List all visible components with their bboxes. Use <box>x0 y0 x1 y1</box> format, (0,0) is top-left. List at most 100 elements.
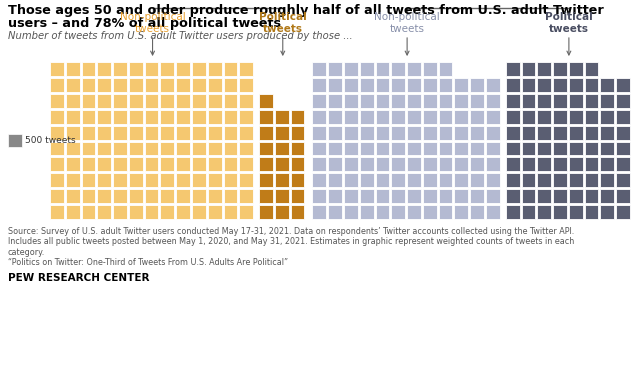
Bar <box>208 62 221 76</box>
Bar <box>423 62 436 76</box>
Bar <box>275 141 289 155</box>
Bar <box>176 173 190 187</box>
Bar <box>145 110 159 124</box>
Bar <box>407 110 421 124</box>
Bar <box>438 189 452 203</box>
Bar <box>470 126 484 139</box>
Bar <box>600 189 614 203</box>
Bar <box>129 78 143 92</box>
Bar <box>50 126 64 139</box>
Bar <box>506 189 520 203</box>
Bar <box>161 94 174 108</box>
Bar <box>454 78 468 92</box>
Bar <box>176 110 190 124</box>
Text: Those ages 50 and older produce roughly half of all tweets from U.S. adult Twitt: Those ages 50 and older produce roughly … <box>8 4 604 17</box>
Bar <box>81 78 95 92</box>
Bar <box>312 94 326 108</box>
Bar <box>129 110 143 124</box>
Bar <box>291 126 305 139</box>
Bar <box>50 173 64 187</box>
Bar <box>223 94 237 108</box>
Bar <box>438 141 452 155</box>
Bar <box>312 78 326 92</box>
Bar <box>600 141 614 155</box>
Bar <box>50 62 64 76</box>
Bar <box>50 157 64 171</box>
Bar <box>538 173 551 187</box>
Bar <box>423 189 436 203</box>
Bar <box>81 157 95 171</box>
Bar <box>161 173 174 187</box>
Bar <box>522 157 535 171</box>
Bar <box>161 205 174 219</box>
Bar <box>344 110 358 124</box>
Bar <box>223 157 237 171</box>
Bar <box>616 78 630 92</box>
Bar <box>208 173 221 187</box>
Bar <box>438 110 452 124</box>
Bar <box>391 189 405 203</box>
Text: Political
tweets: Political tweets <box>259 12 307 34</box>
Bar <box>538 126 551 139</box>
Bar <box>259 205 273 219</box>
Bar <box>553 141 567 155</box>
Bar <box>616 126 630 139</box>
Bar <box>585 78 598 92</box>
Bar <box>407 62 421 76</box>
Bar <box>553 78 567 92</box>
Bar <box>66 78 79 92</box>
Bar <box>553 62 567 76</box>
Bar <box>486 94 500 108</box>
Bar <box>344 189 358 203</box>
Bar <box>328 205 342 219</box>
Bar <box>113 94 127 108</box>
Bar <box>616 189 630 203</box>
Bar <box>538 205 551 219</box>
Bar <box>360 205 374 219</box>
Bar <box>129 126 143 139</box>
Bar <box>486 157 500 171</box>
Bar <box>176 157 190 171</box>
Bar <box>391 141 405 155</box>
Bar <box>569 189 582 203</box>
Bar <box>312 62 326 76</box>
Bar <box>223 189 237 203</box>
Bar <box>312 205 326 219</box>
Bar <box>312 141 326 155</box>
Bar <box>291 141 305 155</box>
Bar <box>312 110 326 124</box>
Bar <box>239 157 253 171</box>
Bar <box>145 141 159 155</box>
Bar <box>506 62 520 76</box>
Bar <box>161 62 174 76</box>
Bar <box>97 62 111 76</box>
Bar <box>423 157 436 171</box>
Bar <box>470 157 484 171</box>
Bar <box>423 78 436 92</box>
Bar <box>423 126 436 139</box>
Bar <box>113 189 127 203</box>
Bar <box>223 110 237 124</box>
Bar <box>208 110 221 124</box>
Bar <box>506 173 520 187</box>
Bar <box>344 126 358 139</box>
Bar <box>113 62 127 76</box>
Bar <box>328 62 342 76</box>
Bar <box>376 94 389 108</box>
Bar <box>407 157 421 171</box>
Bar <box>176 189 190 203</box>
Bar <box>275 126 289 139</box>
Bar <box>161 126 174 139</box>
Bar <box>291 110 305 124</box>
Bar <box>66 205 79 219</box>
Bar <box>145 157 159 171</box>
Bar <box>376 157 389 171</box>
Bar <box>161 189 174 203</box>
Bar <box>470 189 484 203</box>
Bar <box>192 78 206 92</box>
Bar <box>113 157 127 171</box>
Bar <box>275 205 289 219</box>
Bar <box>275 110 289 124</box>
Bar <box>454 157 468 171</box>
Bar <box>50 78 64 92</box>
